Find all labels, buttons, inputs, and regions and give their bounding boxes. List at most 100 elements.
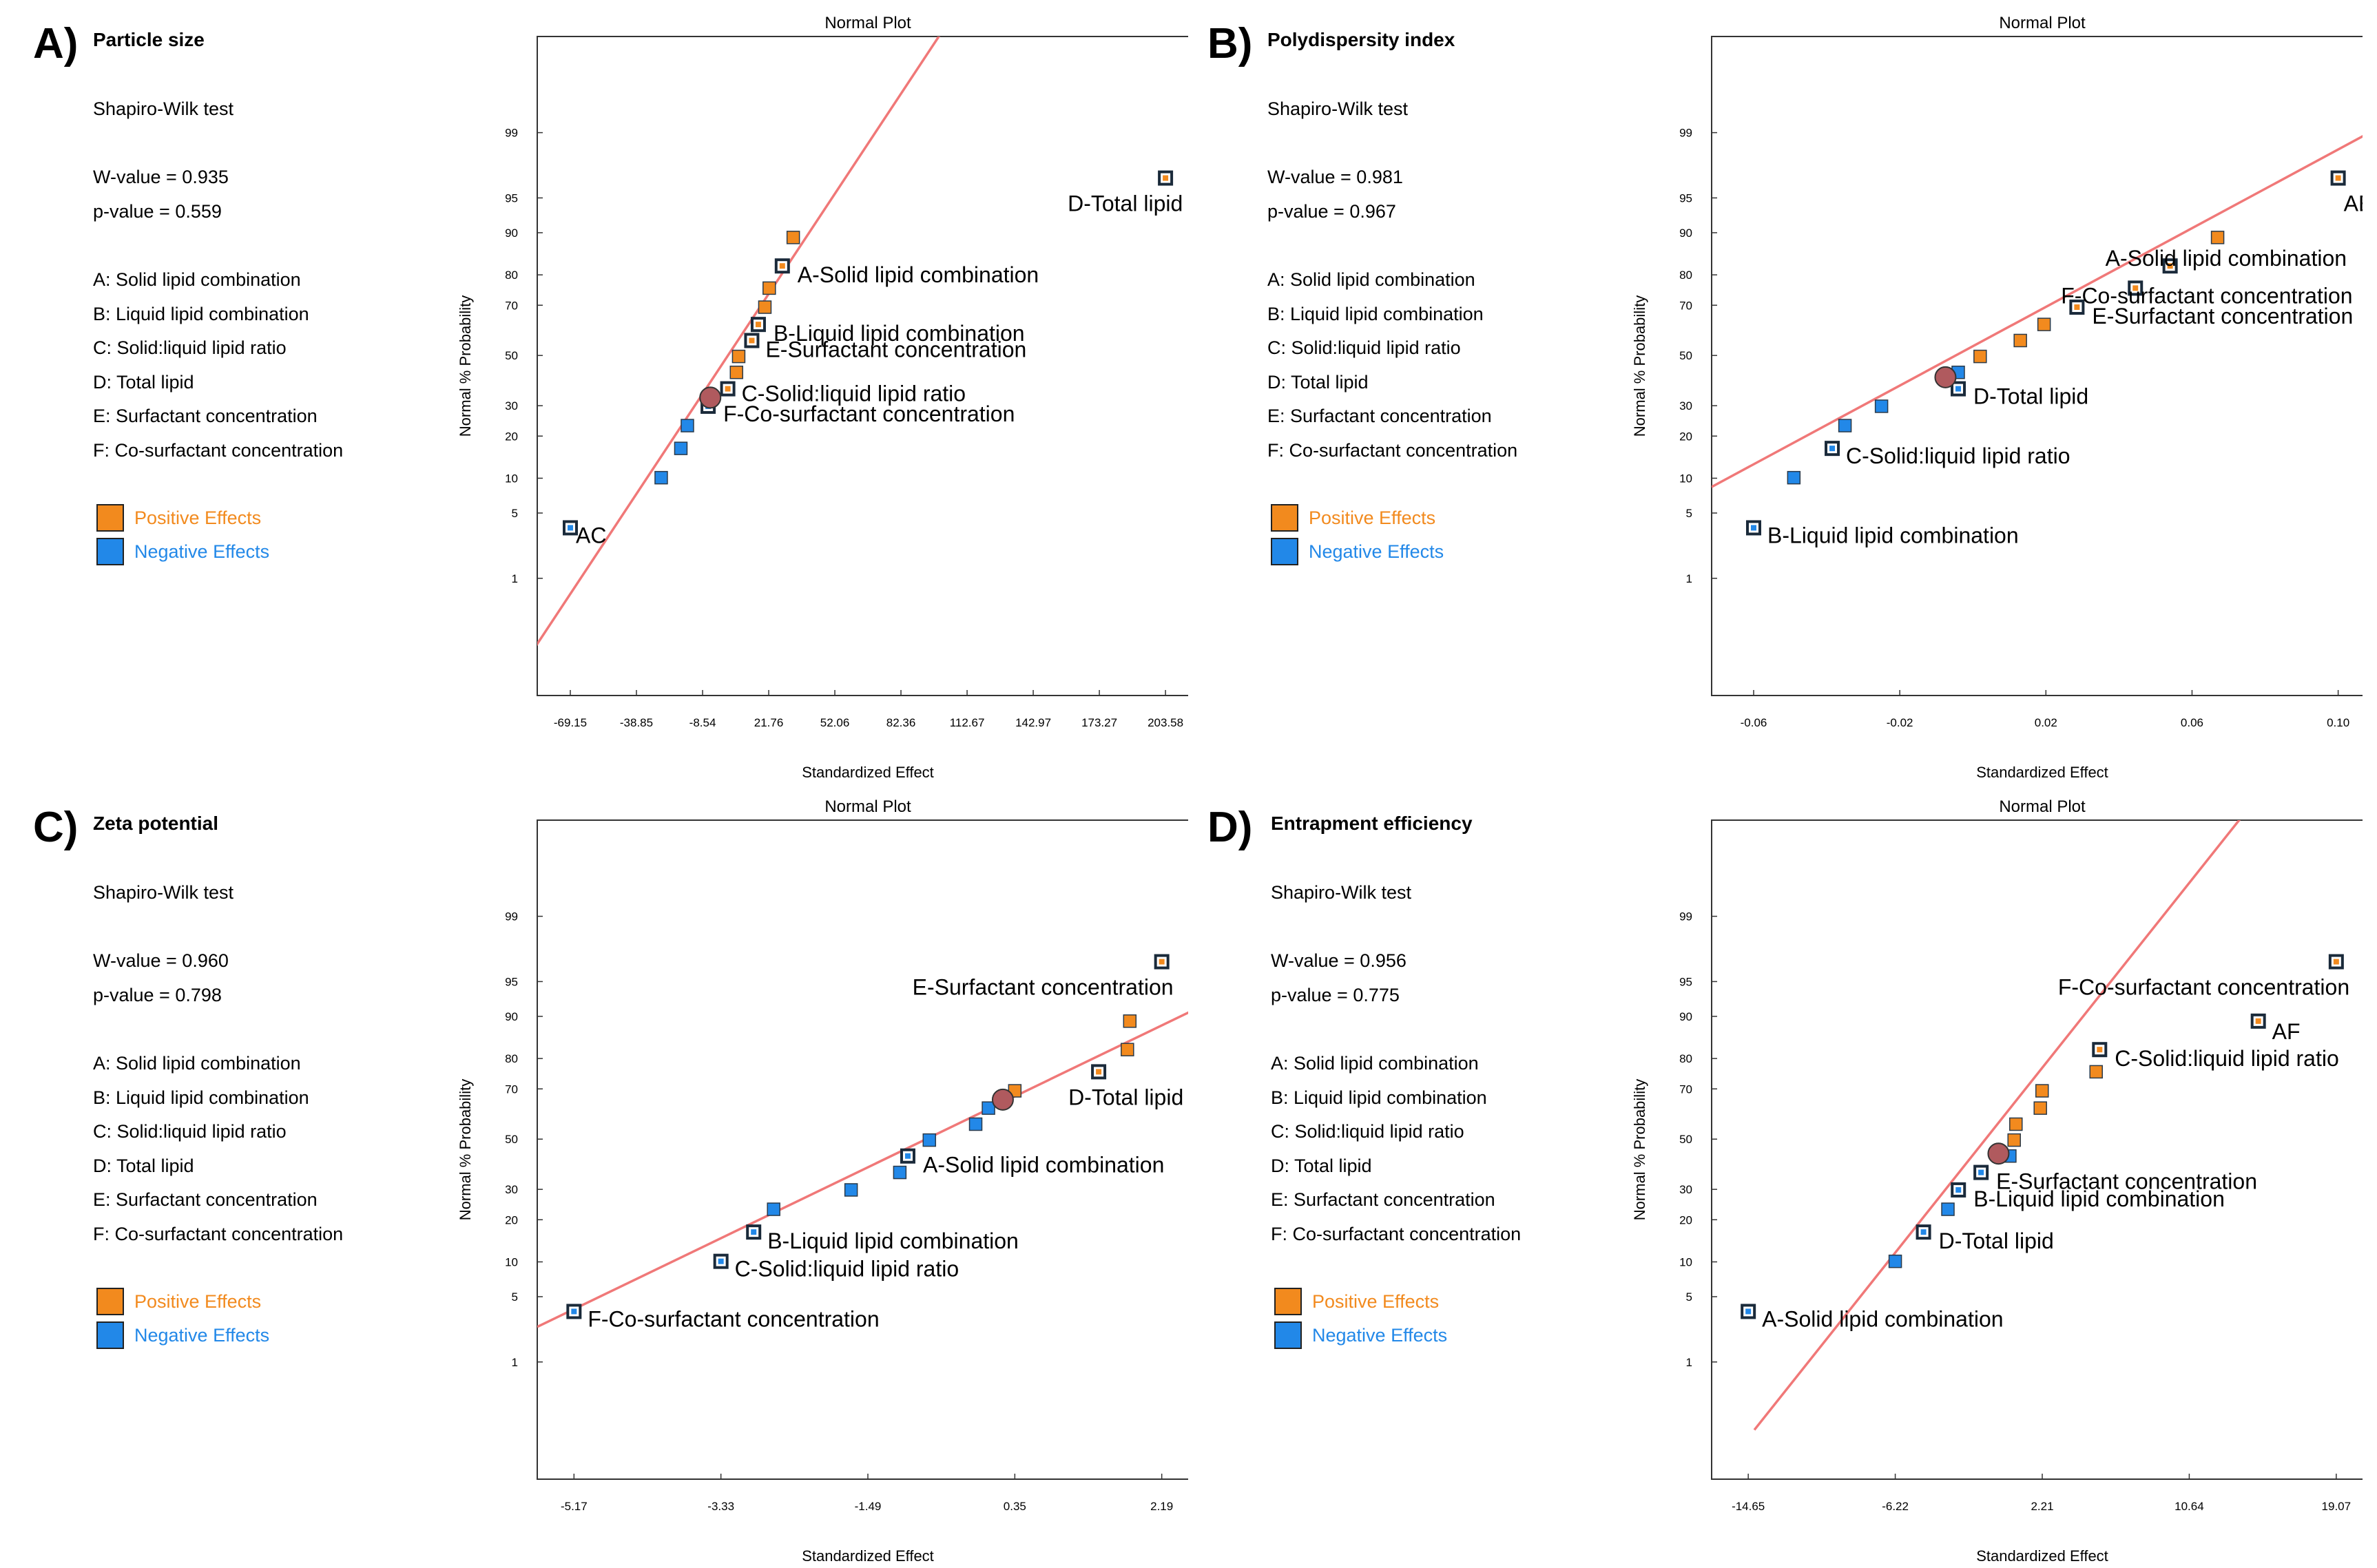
normal-plot: Normal Plot Standardized Effect Normal % P…	[1631, 797, 2363, 1565]
y-tick-label: 30	[505, 1183, 518, 1196]
x-tick-label: 2.19	[1150, 1500, 1173, 1513]
w-value: W-value = 0.981	[1267, 167, 1403, 187]
factor-legend-item: F: Co-surfactant concentration	[1267, 440, 1518, 461]
center-point	[991, 1088, 1014, 1111]
y-tick-label: 1	[512, 572, 518, 585]
y-tick-label: 10	[1679, 472, 1692, 485]
x-tick-label: -69.15	[554, 716, 587, 729]
y-tick-label: 70	[505, 1083, 518, 1096]
point-label: D-Total lipid	[1973, 384, 2088, 409]
y-tick-label: 20	[1679, 1213, 1692, 1226]
positive-effects-swatch	[1271, 504, 1298, 532]
center-point	[1934, 366, 1957, 388]
y-tick-label: 30	[1679, 1183, 1692, 1196]
positive-effects-swatch	[96, 504, 124, 532]
factor-legend-item: F: Co-surfactant concentration	[93, 1224, 344, 1244]
y-tick-label: 50	[505, 349, 518, 362]
point-label: D-Total lipid	[1939, 1229, 2054, 1253]
test-name: Shapiro-Wilk test	[1271, 882, 1412, 903]
x-tick-label: 173.27	[1081, 716, 1117, 729]
data-point	[1973, 349, 1987, 364]
factor-legend-item: D: Total lipid	[93, 371, 194, 393]
point-label: F-Co-surfactant concentration	[2061, 283, 2352, 308]
chart-title: Normal Plot	[824, 14, 911, 32]
point-label: F-Co-surfactant concentration	[723, 401, 1015, 426]
data-point	[2009, 1117, 2023, 1131]
point-label: E-Surfactant concentration	[1996, 1169, 2257, 1194]
point-label: D-Total lipid	[1068, 1085, 1183, 1109]
x-tick-label: 10.64	[2174, 1500, 2204, 1513]
panel-label: A)	[33, 20, 79, 67]
x-tick-label: 21.76	[754, 716, 784, 729]
x-axis-label: Standardized Effect	[802, 764, 934, 781]
point-label: B-Liquid lipid combination	[1973, 1187, 2225, 1211]
factor-legend-item: D: Total lipid	[1271, 1155, 1372, 1176]
y-tick-label: 20	[505, 430, 518, 443]
point-label: A-Solid lipid combination	[923, 1153, 1164, 1178]
data-point	[758, 300, 772, 314]
data-point	[1787, 470, 1801, 485]
chart-title: Normal Plot	[1999, 14, 2086, 32]
x-tick-label: -38.85	[620, 716, 653, 729]
x-tick-label: 2.21	[2031, 1500, 2053, 1513]
factor-legend-item: C: Solid:liquid lipid ratio	[93, 337, 287, 359]
y-tick-label: 99	[1679, 127, 1692, 140]
p-value: p-value = 0.559	[93, 201, 222, 222]
y-tick-label: 95	[1679, 975, 1692, 988]
x-tick-label: -0.02	[1887, 716, 1913, 729]
panel-title: Polydispersity index	[1267, 29, 1455, 50]
data-point	[2007, 1133, 2021, 1147]
x-tick-label: 112.67	[950, 716, 985, 729]
factor-legend-item: E: Surfactant concentration	[1271, 1189, 1495, 1211]
x-tick-label: -8.54	[689, 716, 716, 729]
negative-effects-label: Negative Effects	[134, 541, 270, 562]
reference-line	[1753, 820, 2241, 1431]
x-tick-label: -5.17	[561, 1500, 588, 1513]
data-point	[729, 365, 744, 379]
positive-effects-swatch	[96, 1288, 124, 1315]
point-label: AE	[2344, 191, 2363, 216]
x-tick-label: -3.33	[707, 1500, 734, 1513]
y-tick-label: 1	[512, 1356, 518, 1369]
y-tick-label: 10	[1679, 1255, 1692, 1268]
y-tick-label: 50	[1679, 349, 1692, 362]
data-point	[2210, 231, 2225, 244]
factor-legend-item: C: Solid:liquid lipid ratio	[1271, 1121, 1464, 1142]
panel-a: A) Particle size Shapiro-Wilk test W-value …	[0, 0, 1188, 784]
positive-effects-swatch	[1274, 1288, 1302, 1315]
y-tick-label: 20	[1679, 430, 1692, 443]
point-label: C-Solid:liquid lipid ratio	[735, 1257, 959, 1282]
positive-effects-label: Positive Effects	[1309, 508, 1436, 528]
y-axis-label: Normal % Probability	[1631, 1079, 1648, 1220]
factor-legend-item: E: Surfactant concentration	[93, 1189, 318, 1211]
factor-legend-item: A: Solid lipid combination	[1271, 1053, 1479, 1074]
factor-legend-item: F: Co-surfactant concentration	[93, 440, 344, 461]
data-point	[968, 1117, 983, 1131]
x-axis-label: Standardized Effect	[1976, 1547, 2108, 1565]
y-tick-label: 95	[1679, 191, 1692, 205]
data-point	[786, 231, 800, 244]
x-tick-label: 0.06	[2181, 716, 2203, 729]
point-label: F-Co-surfactant concentration	[588, 1306, 879, 1331]
panel-title: Entrapment efficiency	[1271, 813, 1473, 834]
y-tick-label: 70	[505, 299, 518, 312]
point-label: E-Surfactant concentration	[765, 337, 1026, 362]
w-value: W-value = 0.935	[93, 167, 229, 187]
positive-effects-label: Positive Effects	[134, 1291, 262, 1312]
test-name: Shapiro-Wilk test	[93, 882, 234, 903]
factor-legend-item: A: Solid lipid combination	[93, 1053, 301, 1074]
x-tick-label: 203.58	[1148, 716, 1183, 729]
point-label: C-Solid:liquid lipid ratio	[2115, 1046, 2338, 1071]
reference-line	[1712, 135, 2363, 488]
x-tick-label: -1.49	[855, 1500, 882, 1513]
panel-c: C) Zeta potential Shapiro-Wilk test W-value…	[0, 784, 1188, 1567]
data-point	[1838, 419, 1852, 432]
normal-plot: Normal Plot Standardized Effect Normal % P…	[457, 797, 1188, 1565]
negative-effects-label: Negative Effects	[1312, 1325, 1448, 1346]
y-tick-label: 99	[1679, 910, 1692, 923]
plot-frame	[537, 36, 1188, 696]
point-label: AF	[2272, 1019, 2301, 1044]
x-tick-label: -6.22	[1882, 1500, 1909, 1513]
positive-effects-label: Positive Effects	[1312, 1291, 1440, 1312]
chart-title: Normal Plot	[1999, 797, 2086, 816]
